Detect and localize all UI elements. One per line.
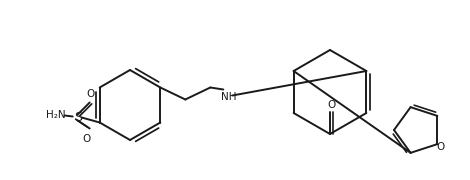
Text: O: O bbox=[327, 100, 335, 110]
Text: S: S bbox=[74, 111, 82, 124]
Text: O: O bbox=[436, 142, 445, 152]
Text: NH: NH bbox=[220, 93, 236, 102]
Text: O: O bbox=[83, 134, 91, 143]
Text: H₂N: H₂N bbox=[46, 109, 65, 120]
Text: O: O bbox=[86, 89, 95, 98]
